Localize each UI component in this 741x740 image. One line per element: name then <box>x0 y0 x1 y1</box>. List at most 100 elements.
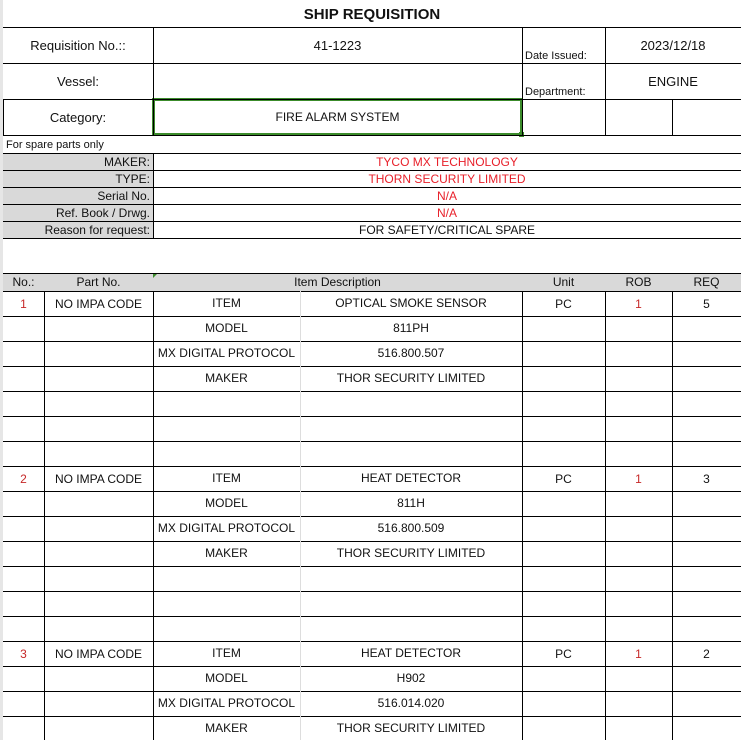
row-line <box>3 691 741 692</box>
item-detail-value[interactable]: H902 <box>396 671 426 685</box>
grid-line <box>672 291 673 740</box>
grid-line <box>153 291 154 740</box>
item-rob[interactable]: 1 <box>635 471 642 486</box>
row-line <box>3 566 741 567</box>
item-part-no[interactable]: NO IMPA CODE <box>54 646 143 661</box>
grid-line <box>605 27 606 135</box>
category-label: Category: <box>49 109 107 125</box>
vessel-label: Vessel: <box>57 73 99 89</box>
category-value[interactable]: FIRE ALARM SYSTEM <box>152 98 523 136</box>
spare-info-value[interactable]: FOR SAFETY/CRITICAL SPARE <box>358 222 536 237</box>
date-issued-value[interactable]: 2023/12/18 <box>640 37 706 53</box>
row-line <box>3 716 741 717</box>
date-issued-label: Date Issued: <box>525 50 587 62</box>
item-detail-value[interactable]: 811PH <box>393 321 429 335</box>
grid-line <box>3 291 741 292</box>
fill-handle[interactable] <box>519 132 524 137</box>
comment-indicator <box>153 273 158 278</box>
grid-line <box>3 187 741 188</box>
grid-line <box>300 291 301 740</box>
spare-info-label: TYPE: <box>3 170 153 187</box>
row-line <box>3 516 741 517</box>
row-line <box>3 591 741 592</box>
item-number: 1 <box>20 296 27 311</box>
page-title: SHIP REQUISITION <box>303 6 441 23</box>
spare-info-label: Ref. Book / Drwg. <box>3 204 153 221</box>
item-detail-value[interactable]: THOR SECURITY LIMITED <box>336 721 486 735</box>
item-detail-label: MAKER <box>205 371 248 385</box>
grid-line <box>522 27 523 135</box>
item-detail-value[interactable]: 516.800.507 <box>377 346 445 360</box>
grid-line <box>3 221 741 222</box>
header-part-no: Part No. <box>44 273 153 291</box>
row-line <box>3 316 741 317</box>
row-line <box>3 341 741 342</box>
grid-line <box>153 27 154 135</box>
item-detail-label: ITEM <box>212 471 241 485</box>
item-unit[interactable]: PC <box>555 646 572 661</box>
item-detail-value[interactable]: 516.800.509 <box>377 521 445 535</box>
spare-info-value[interactable]: N/A <box>436 205 457 220</box>
grid-line <box>3 27 741 28</box>
department-label: Department: <box>525 86 586 98</box>
spare-note: For spare parts only <box>6 139 104 151</box>
grid-line <box>153 153 154 238</box>
grid-line <box>522 291 523 740</box>
item-detail-label: MODEL <box>205 321 248 335</box>
grid-line <box>3 63 741 64</box>
grid-line <box>3 99 4 135</box>
item-detail-value[interactable]: HEAT DETECTOR <box>360 646 461 660</box>
item-unit[interactable]: PC <box>555 296 572 311</box>
spare-info-label: Serial No. <box>3 187 153 204</box>
header-rob: ROB <box>605 273 672 291</box>
row-line <box>3 616 741 617</box>
item-detail-value[interactable]: THOR SECURITY LIMITED <box>336 546 486 560</box>
item-req[interactable]: 5 <box>703 296 710 311</box>
item-unit[interactable]: PC <box>555 471 572 486</box>
item-detail-value[interactable]: HEAT DETECTOR <box>360 471 461 485</box>
grid-line <box>3 135 741 136</box>
item-detail-label: MODEL <box>205 671 248 685</box>
item-detail-value[interactable]: 811H <box>397 496 425 510</box>
item-detail-label: MAKER <box>205 546 248 560</box>
grid-line <box>3 204 741 205</box>
grid-line <box>3 170 741 171</box>
vessel-value[interactable] <box>153 63 522 99</box>
item-detail-label: MX DIGITAL PROTOCOL <box>157 346 296 360</box>
header-req: REQ <box>672 273 741 291</box>
row-line <box>3 366 741 367</box>
requisition-label: Requisition No.:: <box>30 37 126 53</box>
row-line <box>3 416 741 417</box>
grid-line <box>3 99 741 100</box>
item-detail-value[interactable]: OPTICAL SMOKE SENSOR <box>335 296 487 310</box>
item-number: 3 <box>20 646 27 661</box>
item-rob[interactable]: 1 <box>635 646 642 661</box>
item-req[interactable]: 2 <box>703 646 710 661</box>
spare-info-value[interactable]: N/A <box>436 188 457 203</box>
header-item-description: Item Description <box>153 273 522 291</box>
grid-line <box>3 273 741 274</box>
department-value[interactable]: ENGINE <box>648 73 698 89</box>
spare-info-value[interactable]: TYCO MX TECHNOLOGY <box>376 154 518 169</box>
item-detail-label: MAKER <box>205 721 248 735</box>
spare-info-label: Reason for request: <box>3 221 153 238</box>
item-req[interactable]: 3 <box>703 471 710 486</box>
row-line <box>3 541 741 542</box>
grid-line <box>3 153 741 154</box>
spare-info-value[interactable]: THORN SECURITY LIMITED <box>368 171 526 186</box>
item-detail-value[interactable]: 516.014.020 <box>377 696 445 710</box>
item-part-no[interactable]: NO IMPA CODE <box>54 296 143 311</box>
row-line <box>3 491 741 492</box>
item-rob[interactable]: 1 <box>635 296 642 311</box>
requisition-value[interactable]: 41-1223 <box>313 37 362 53</box>
item-detail-value[interactable]: THOR SECURITY LIMITED <box>336 371 486 385</box>
row-line <box>3 466 741 467</box>
row-line <box>3 441 741 442</box>
grid-line <box>672 99 673 135</box>
item-part-no[interactable]: NO IMPA CODE <box>54 471 143 486</box>
row-line <box>3 666 741 667</box>
item-detail-label: ITEM <box>212 646 241 660</box>
row-line <box>3 391 741 392</box>
grid-line <box>3 238 741 239</box>
